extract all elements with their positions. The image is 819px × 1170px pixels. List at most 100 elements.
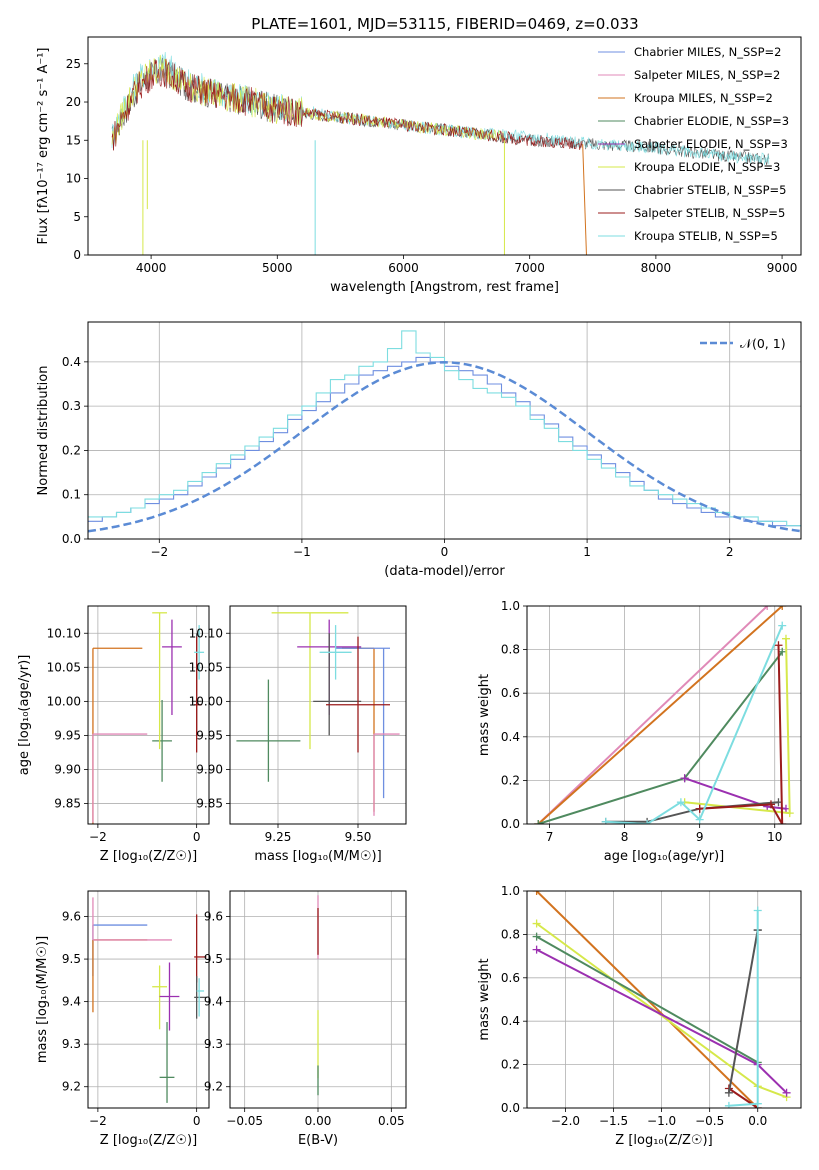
y-tick-label: 0.1 [62, 488, 81, 502]
legend: Chabrier MILES, N_SSP=2 Salpeter MILES, N… [598, 45, 789, 243]
y-tick-label: 10.10 [189, 626, 223, 640]
y-tick-label: 9.90 [196, 763, 223, 777]
y-tick-label: 0.8 [501, 927, 520, 941]
plot-area [236, 612, 400, 816]
x-tick-label: 0.00 [305, 1114, 332, 1128]
y-tick-label: 9.2 [62, 1080, 81, 1094]
x-tick-label: 10 [767, 830, 782, 844]
y-tick-label: 0.4 [501, 730, 520, 744]
y-tick-label: 25 [66, 57, 81, 71]
weight-marker [782, 1088, 791, 1097]
age-vs-mass-panel: 9.25 9.50 9.85 9.90 9.95 10.00 10.05 10.10 mass … [189, 605, 407, 864]
weight-marker [695, 804, 704, 813]
y-tick-label: 1.0 [501, 884, 520, 898]
x-axis-label: Z [log₁₀(Z/Z☉)] [615, 1133, 712, 1148]
y-tick-label: 9.85 [54, 797, 81, 811]
y-tick-label: 9.95 [54, 728, 81, 742]
axes-frame [87, 890, 210, 1109]
weight-marker [534, 820, 543, 824]
x-tick-label: −0.05 [226, 1114, 263, 1128]
x-tick-label: −1.0 [647, 1114, 676, 1128]
x-axis-label: E(B-V) [298, 1133, 338, 1148]
x-tick-label: −1 [293, 545, 311, 559]
mass-vs-reddening-panel: −0.05 0.00 0.05 9.2 9.3 9.4 9.5 9.6 E(B-V) [204, 890, 407, 1148]
y-tick-label: 10.05 [189, 660, 223, 674]
plot-area [111, 51, 770, 255]
x-tick-label: 9000 [767, 261, 798, 275]
y-tick-label: 0.2 [62, 443, 81, 457]
y-tick-label: 10.00 [47, 694, 81, 708]
weight-marker [785, 809, 794, 818]
weight-line [728, 910, 759, 1107]
x-tick-label: 0 [193, 830, 201, 844]
weight-line [684, 638, 791, 815]
weight-marker [778, 621, 787, 630]
mass-weight-vs-age-panel: 7 8 9 10 0.0 0.2 0.4 0.6 0.8 1.0 age [log₁₀(age/yr… [477, 599, 802, 864]
weight-marker [763, 606, 772, 610]
y-tick-label: 20 [66, 95, 81, 109]
x-tick-label: 9 [696, 830, 704, 844]
mass-vs-metallicity-panel: −2 0 9.2 9.3 9.4 9.5 9.6 Z [log₁₀(Z/Z☉)] mass [l… [35, 890, 210, 1148]
legend-entry: Kroupa ELODIE, N_SSP=3 [634, 160, 780, 174]
x-tick-label: 0 [441, 545, 449, 559]
weight-marker [643, 820, 652, 824]
legend-entry: Chabrier MILES, N_SSP=2 [634, 45, 781, 59]
plot-area [92, 612, 205, 824]
y-tick-label: 10.00 [189, 694, 223, 708]
weight-marker [778, 820, 787, 824]
x-tick-label: −1.5 [599, 1114, 628, 1128]
x-axis-label: Z [log₁₀(Z/Z☉)] [100, 849, 197, 864]
axes-frame [87, 36, 802, 256]
y-axis-label: age [log₁₀(age/yr)] [17, 655, 32, 776]
axes-frame [526, 890, 802, 1109]
weight-marker [753, 906, 762, 915]
spectrum-panel: 4000 5000 6000 7000 8000 9000 0 5 10 15 20 25 wavele… [36, 36, 802, 295]
weight-line [537, 606, 768, 824]
spectrum-cutoff [582, 144, 587, 255]
weight-marker [601, 817, 610, 824]
y-tick-label: 9.90 [54, 763, 81, 777]
x-tick-label: 8 [621, 830, 629, 844]
y-tick-label: 9.6 [62, 910, 81, 924]
y-tick-label: 1.0 [501, 599, 520, 613]
y-tick-label: 0.2 [501, 1058, 520, 1072]
x-tick-label: 5000 [262, 261, 293, 275]
y-tick-label: 0.4 [62, 355, 81, 369]
weight-marker [781, 634, 790, 643]
weight-marker [532, 891, 541, 895]
weight-marker [532, 932, 541, 941]
axes-frame [229, 605, 407, 825]
plot-area [92, 897, 207, 1103]
x-axis-label: (data-model)/error [384, 564, 505, 579]
weight-line [699, 645, 784, 824]
x-tick-label: 8000 [641, 261, 672, 275]
weight-marker [532, 945, 541, 954]
x-tick-label: 4000 [136, 261, 167, 275]
y-tick-label: 0.4 [501, 1014, 520, 1028]
y-tick-label: 0.8 [501, 643, 520, 657]
spectrum-line [111, 58, 583, 151]
x-tick-label: 0 [193, 1114, 201, 1128]
y-tick-label: 0.6 [501, 971, 520, 985]
x-tick-label: 0.0 [748, 1114, 767, 1128]
weight-marker [774, 641, 783, 650]
y-tick-label: 9.5 [204, 952, 223, 966]
x-tick-label: 2 [726, 545, 734, 559]
legend-entry: Salpeter MILES, N_SSP=2 [634, 68, 780, 82]
weight-line [727, 929, 759, 1093]
weight-marker [724, 1101, 733, 1108]
weight-marker [766, 800, 775, 809]
x-tick-label: 7000 [514, 261, 545, 275]
x-axis-label: age [log₁₀(age/yr)] [604, 849, 725, 864]
legend: 𝒩(0, 1) [700, 336, 786, 351]
plot-area [88, 330, 801, 533]
weight-marker [724, 1088, 733, 1097]
y-tick-label: 5 [73, 210, 81, 224]
legend-entry: Kroupa MILES, N_SSP=2 [634, 91, 773, 105]
legend-entry: Chabrier ELODIE, N_SSP=3 [634, 114, 789, 128]
x-axis-label: wavelength [Angstrom, rest frame] [330, 280, 559, 295]
y-axis-label: mass weight [477, 674, 492, 756]
spectrum-line [111, 51, 770, 165]
plot-area [532, 891, 791, 1108]
